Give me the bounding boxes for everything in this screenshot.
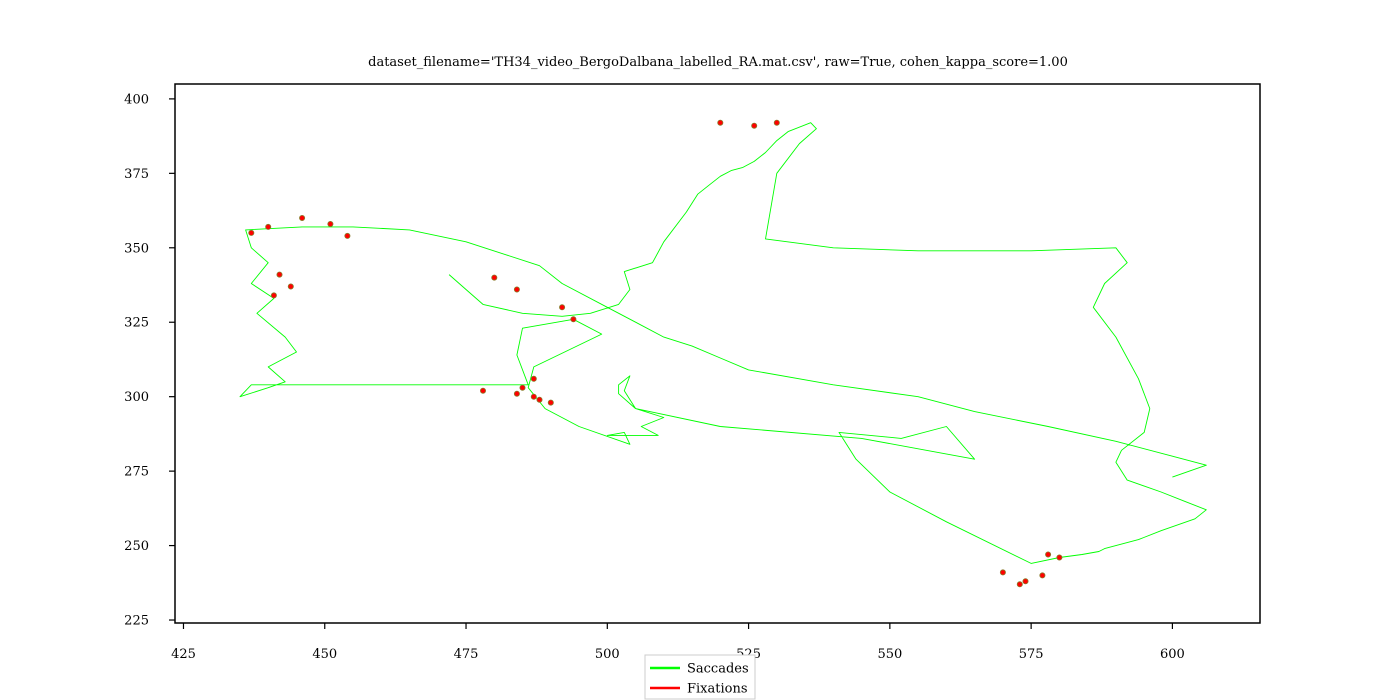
fixation-point (999, 569, 1006, 576)
y-tick-label: 300 (124, 390, 149, 405)
fixation-point (1045, 551, 1052, 558)
fixation-point (287, 283, 294, 290)
fixation-point (751, 122, 758, 129)
fixation-point (530, 393, 537, 400)
fixation-point (513, 390, 520, 397)
fixation-point (1016, 581, 1023, 588)
x-tick-label: 425 (171, 647, 196, 662)
fixation-point (513, 286, 520, 293)
fixation-point (773, 119, 780, 126)
fixation-point (1039, 572, 1046, 579)
fixation-point (570, 316, 577, 323)
fixation-point (536, 396, 543, 403)
fixation-point (299, 214, 306, 221)
x-tick-label: 575 (1019, 647, 1044, 662)
legend-box (644, 654, 756, 700)
x-tick-label: 500 (595, 647, 620, 662)
y-tick-label: 350 (124, 241, 149, 256)
fixation-point (519, 384, 526, 391)
y-tick-label: 275 (124, 465, 149, 480)
fixation-point (248, 229, 255, 236)
fixation-point (265, 223, 272, 230)
fixation-point (1022, 578, 1029, 585)
fixation-point (276, 271, 283, 278)
chart-title: dataset_filename='TH34_video_BergoDalban… (368, 55, 1068, 70)
y-tick-label: 325 (124, 316, 149, 331)
y-tick-label: 375 (124, 167, 149, 182)
fixation-point (530, 375, 537, 382)
fixation-point (559, 304, 566, 311)
fixation-point (717, 119, 724, 126)
x-tick-label: 550 (877, 647, 902, 662)
y-tick-label: 250 (124, 539, 149, 554)
fixation-point (1056, 554, 1063, 561)
x-tick-label: 450 (312, 647, 337, 662)
plot-traces (239, 119, 1207, 588)
y-axis: 225 250 275 300 325 350 375 400 (124, 92, 175, 629)
y-tick-label: 225 (124, 614, 149, 629)
x-tick-label: 475 (454, 647, 479, 662)
legend: Saccades Fixations (644, 654, 756, 700)
plot-frame (174, 83, 1261, 624)
legend-label: Fixations (687, 682, 748, 697)
fixation-point (479, 387, 486, 394)
fixation-point (327, 220, 334, 227)
fixation-point (344, 232, 351, 239)
fixation-point (270, 292, 277, 299)
y-tick-label: 400 (124, 92, 149, 107)
series-saccades-line (239, 122, 1207, 564)
fixation-point (547, 399, 554, 406)
fixation-point (491, 274, 498, 281)
legend-label: Saccades (687, 662, 749, 677)
x-tick-label: 600 (1160, 647, 1185, 662)
